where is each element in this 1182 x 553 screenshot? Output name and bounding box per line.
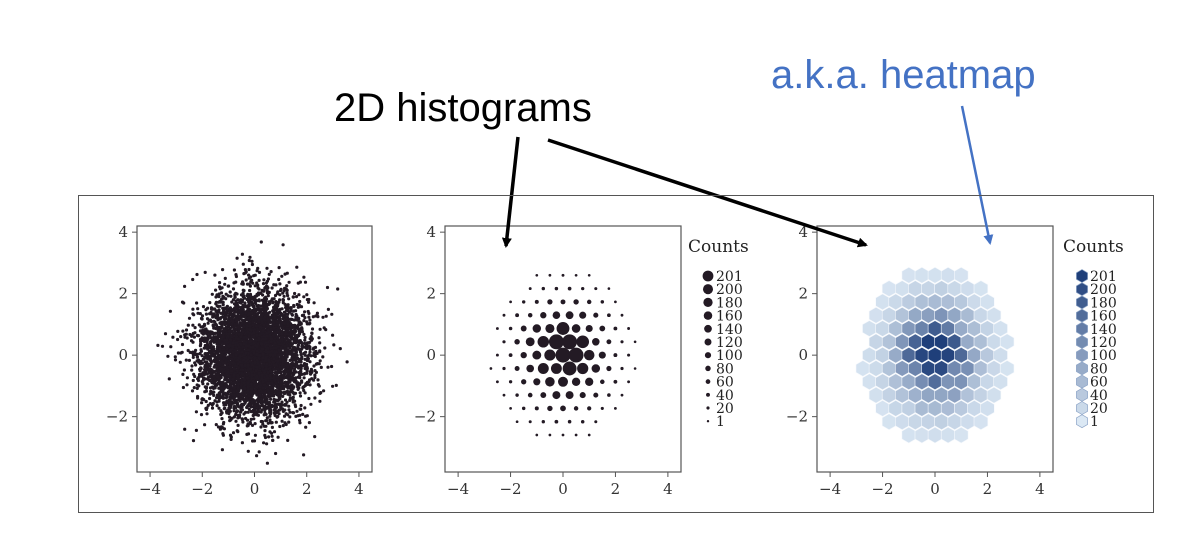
data-point [257,450,261,454]
data-point [195,355,199,359]
data-point [213,273,217,277]
data-point [318,359,322,363]
x-tick-label: 4 [354,480,364,498]
data-point [191,323,195,327]
data-point [206,321,210,325]
data-point [220,448,224,452]
data-point [269,397,273,401]
data-point [298,394,303,398]
data-point [295,265,299,269]
data-point [176,337,180,342]
y-tick-label: 4 [118,223,128,241]
data-point [210,292,214,296]
data-point [284,412,288,416]
data-point [332,343,336,347]
data-point [278,293,282,297]
data-point [307,421,311,425]
data-point [303,310,307,314]
data-point [291,295,295,299]
data-point [163,332,168,336]
x-tick-label: −2 [191,480,213,498]
y-tick-label: 0 [118,346,128,364]
data-point [183,427,187,431]
data-point [229,437,233,441]
data-point [194,410,198,414]
x-tick-label: −4 [139,480,161,498]
y-tick-label: −2 [106,408,128,426]
data-point [191,439,196,443]
data-point [169,345,173,349]
data-point [190,368,194,372]
data-point [302,295,306,299]
data-point [280,274,284,278]
plot-panel-1: −4 −2 0 2 4 −2 0 2 4 [106,223,373,498]
data-point [196,396,200,400]
data-point [242,289,246,293]
data-point [280,419,284,423]
data-point [200,317,204,321]
data-point [302,453,306,457]
x-tick-label: 2 [302,480,312,498]
data-point [331,333,335,337]
data-point [330,312,334,316]
x-tick-label: 0 [250,480,260,498]
y-tick-label: 2 [118,285,128,303]
data-point [308,383,312,387]
data-point [272,283,276,287]
data-point [190,364,194,368]
data-point [231,298,235,302]
data-point [215,404,219,408]
